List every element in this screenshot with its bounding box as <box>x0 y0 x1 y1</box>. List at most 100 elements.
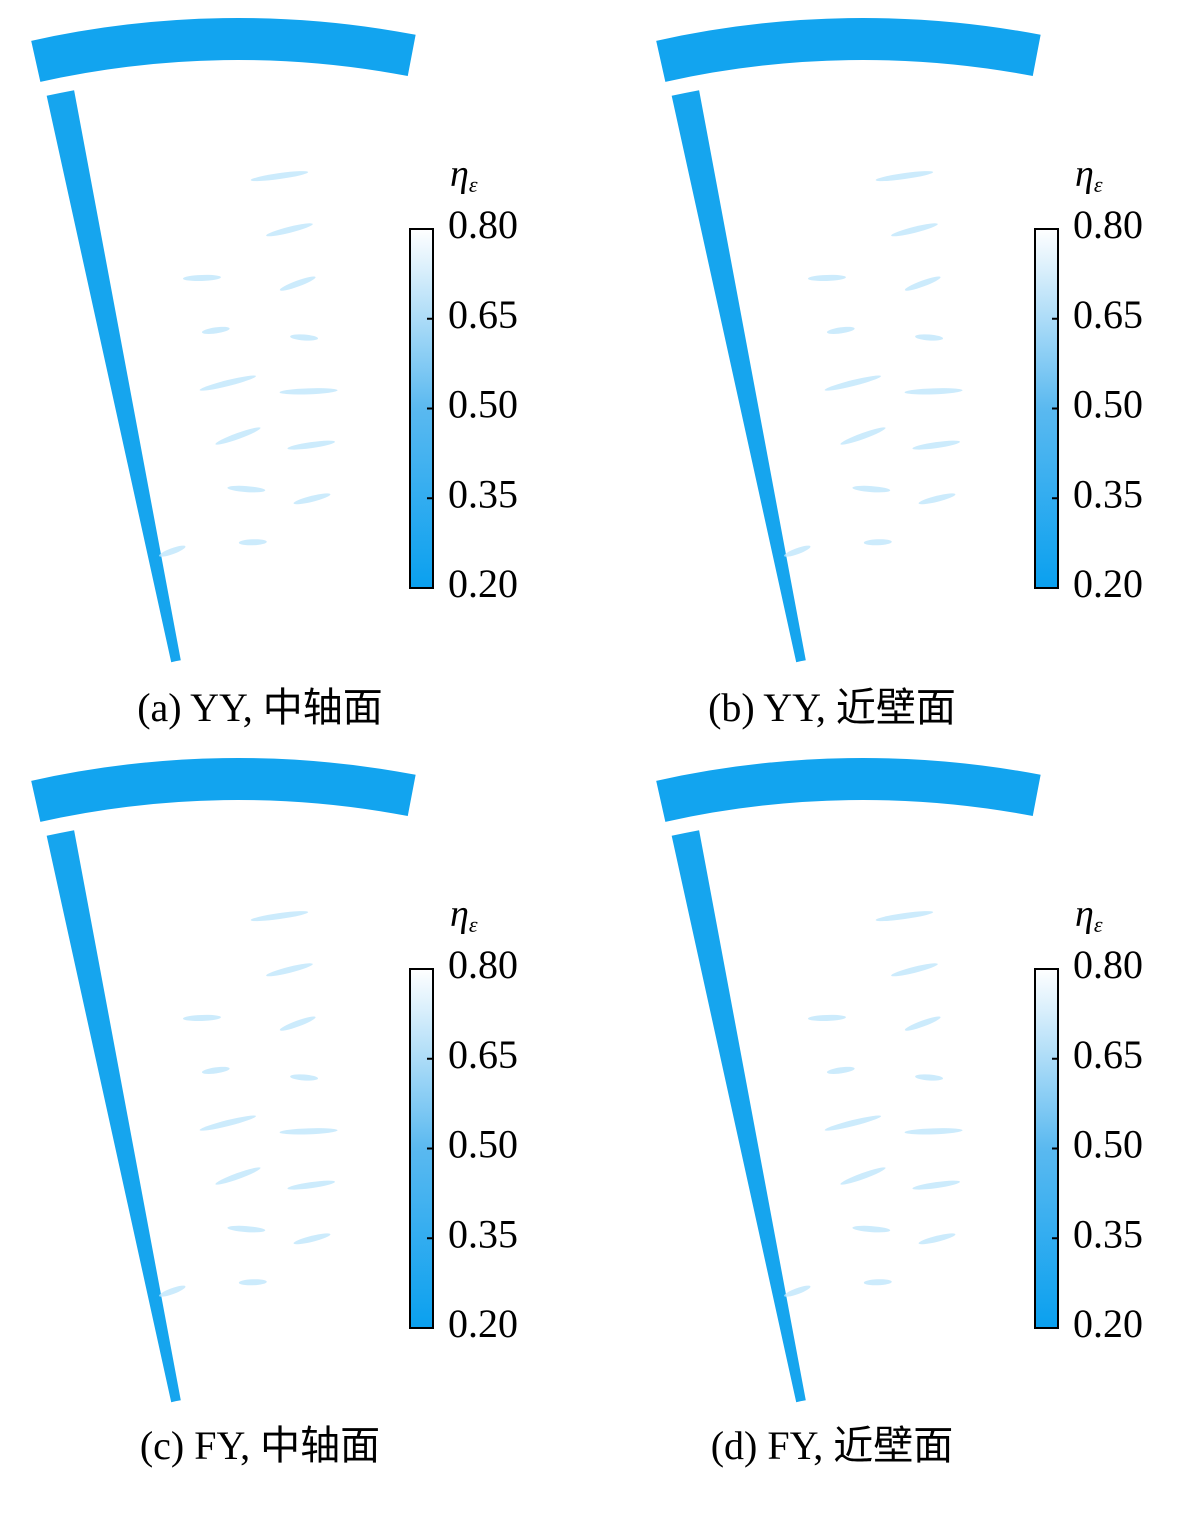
flow-streak <box>290 1074 319 1081</box>
flow-streak <box>290 334 319 341</box>
colorbar-tick-label: 0.20 <box>448 561 518 606</box>
flow-streak <box>875 171 934 182</box>
colorbar-tick-label: 0.20 <box>448 1301 518 1346</box>
panel-caption: (c) FY, 中轴面 <box>140 1423 380 1468</box>
flow-streak <box>807 274 846 282</box>
flow-streak <box>904 276 941 291</box>
flow-streak <box>199 1115 256 1131</box>
colorbar-subscript: ε <box>469 172 478 197</box>
colorbar-tick-label: 0.80 <box>1073 202 1143 247</box>
flow-streak <box>826 326 855 334</box>
colorbar-tick-label: 0.35 <box>1073 1211 1143 1256</box>
flow-streak <box>250 911 309 922</box>
colorbar-symbol: η <box>1075 153 1094 195</box>
colorbar-subscript: ε <box>1094 912 1103 937</box>
colorbar-title: ηε <box>450 893 478 937</box>
flow-streak <box>852 485 891 493</box>
flow-streak <box>863 539 892 546</box>
flow-streak <box>182 1014 221 1022</box>
flow-streak <box>784 545 811 557</box>
panel-caption: (b) YY, 近壁面 <box>708 685 956 730</box>
flow-streak <box>250 171 309 182</box>
flow-streak <box>293 1233 331 1245</box>
colorbar-tick-label: 0.50 <box>448 382 518 427</box>
colorbar-tick-label: 0.65 <box>1073 1032 1143 1077</box>
colorbar-subscript: ε <box>469 912 478 937</box>
flow-streak <box>159 545 186 557</box>
flow-streak <box>863 1279 892 1286</box>
flow-streak <box>279 388 338 395</box>
flow-streak <box>826 1066 855 1074</box>
colorbar-tick-label: 0.35 <box>448 1211 518 1256</box>
flow-streak <box>266 963 313 977</box>
colorbar-tick-label: 0.20 <box>1073 561 1143 606</box>
flow-streak <box>891 223 938 237</box>
colorbar-tick-label: 0.50 <box>448 1122 518 1167</box>
contour-fan <box>46 830 181 1403</box>
flow-streak <box>201 326 230 334</box>
outer-band <box>656 758 1041 822</box>
outer-band <box>31 758 416 822</box>
contour-fan <box>671 90 806 663</box>
colorbar-tick-label: 0.35 <box>448 471 518 516</box>
flow-streak <box>279 276 316 291</box>
flow-streak <box>840 1167 886 1185</box>
contour-fan <box>46 90 181 663</box>
colorbar-tick-label: 0.65 <box>1073 292 1143 337</box>
flow-streak <box>784 1285 811 1297</box>
panel-caption: (d) FY, 近壁面 <box>711 1423 954 1468</box>
flow-streak <box>293 493 331 505</box>
flow-streak <box>824 1115 881 1131</box>
flow-streak <box>875 911 934 922</box>
colorbar-tick-label: 0.35 <box>1073 471 1143 516</box>
panel-caption: (a) YY, 中轴面 <box>137 685 383 730</box>
flow-streak <box>807 1014 846 1022</box>
flow-streak <box>215 427 261 445</box>
colorbar-tick-label: 0.80 <box>448 202 518 247</box>
colorbar-tick-label: 0.50 <box>1073 382 1143 427</box>
contour-fan <box>671 830 806 1403</box>
flow-streak <box>279 1016 316 1031</box>
colorbar-tick-label: 0.80 <box>448 942 518 987</box>
flow-streak <box>279 1128 338 1135</box>
outer-band <box>31 17 416 82</box>
colorbar-tick-label: 0.20 <box>1073 1301 1143 1346</box>
flow-streak <box>159 1285 186 1297</box>
flow-streak <box>904 1016 941 1031</box>
flow-streak <box>227 1225 266 1233</box>
colorbar-title: ηε <box>1075 893 1103 937</box>
colorbar-tick-label: 0.80 <box>1073 942 1143 987</box>
colorbar-symbol: η <box>450 893 469 935</box>
colorbar-symbol: η <box>1075 893 1094 935</box>
flow-streak <box>840 427 886 445</box>
flow-streak <box>891 963 938 977</box>
flow-streak <box>912 440 960 450</box>
flow-streak <box>287 1180 335 1190</box>
flow-streak <box>918 1233 956 1245</box>
flow-streak <box>824 375 881 391</box>
flow-streak <box>201 1066 230 1074</box>
colorbar-subscript: ε <box>1094 172 1103 197</box>
flow-streak <box>287 440 335 450</box>
flow-streak <box>915 1074 944 1081</box>
flow-streak <box>904 388 963 395</box>
flow-streak <box>266 223 313 237</box>
flow-streak <box>918 493 956 505</box>
colorbar-tick-label: 0.65 <box>448 292 518 337</box>
colorbar-symbol: η <box>450 153 469 195</box>
flow-streak <box>182 274 221 282</box>
colorbar-title: ηε <box>1075 153 1103 197</box>
flow-streak <box>915 334 944 341</box>
flow-streak <box>238 539 267 546</box>
flow-streak <box>199 375 256 391</box>
flow-streak <box>912 1180 960 1190</box>
outer-band <box>656 17 1041 82</box>
colorbar-title: ηε <box>450 153 478 197</box>
flow-streak <box>852 1225 891 1233</box>
flow-streak <box>215 1167 261 1185</box>
colorbar-tick-label: 0.65 <box>448 1032 518 1077</box>
flow-streak <box>227 485 266 493</box>
flow-streak <box>904 1128 963 1135</box>
colorbar-tick-label: 0.50 <box>1073 1122 1143 1167</box>
